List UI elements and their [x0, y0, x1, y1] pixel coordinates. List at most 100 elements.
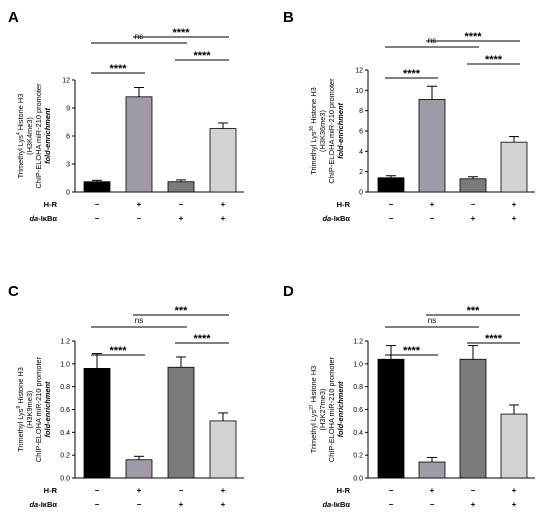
treatment-mark: + — [179, 214, 184, 223]
treatment-mark: + — [512, 200, 517, 209]
y-label-part: Trimethyl Lys — [309, 410, 318, 454]
treatment-mark: − — [95, 214, 100, 223]
y-label-superscript: 36 — [309, 126, 315, 132]
y-label-line: ChIP-ELOHA miR-210 promoter — [327, 356, 336, 462]
treatment-mark: − — [389, 200, 394, 209]
row-label-da-ikba: da-IκBα — [29, 214, 57, 223]
row-label-rest: -IκBα — [331, 500, 350, 509]
y-label-part: Histone H3 — [16, 367, 25, 406]
treatment-mark: + — [137, 486, 142, 495]
y-label-line: fold-enrichment — [43, 108, 52, 164]
y-tick-label: 0.4 — [60, 430, 70, 437]
y-label-line: fold-enrichment — [336, 103, 345, 159]
y-tick-label: 10 — [355, 88, 363, 95]
row-label-rest: -IκBα — [331, 214, 350, 223]
treatment-mark: − — [471, 486, 476, 495]
significance-label: **** — [403, 68, 421, 80]
treatment-mark: − — [430, 500, 435, 509]
y-tick-label: 6 — [359, 129, 363, 136]
y-label-line: (H3K9me3) — [25, 391, 34, 429]
significance-label: **** — [109, 63, 127, 75]
y-tick-label: 0.4 — [353, 430, 363, 437]
y-tick-label: 12 — [355, 68, 363, 75]
y-label-line: (H3K36me3) — [318, 110, 327, 152]
panel-c: C 0.0 0.2 0.4 0.6 0.8 1.0 1.2 Trimethyl Lys9 His… — [8, 283, 244, 509]
panel-letter: B — [283, 9, 294, 26]
treatment-mark: + — [221, 214, 226, 223]
y-tick-label: 0.2 — [353, 453, 363, 460]
panel-letter: D — [283, 283, 294, 300]
y-tick-label: 9 — [66, 106, 70, 113]
y-label-line: fold-enrichment — [43, 381, 52, 437]
significance-label: **** — [485, 333, 503, 345]
bar — [167, 366, 195, 479]
panel-letter: A — [8, 9, 19, 26]
bar — [209, 420, 237, 479]
y-label-part: Histone H3 — [309, 366, 318, 405]
bar — [167, 181, 195, 193]
y-tick-label: 1.2 — [353, 339, 363, 346]
treatment-mark: + — [430, 200, 435, 209]
significance-label: **** — [172, 27, 190, 39]
y-label-line: Trimethyl Lys4 Histone H3 — [16, 94, 25, 179]
y-tick-label: 4 — [359, 149, 363, 156]
row-label-rest: -IκBα — [38, 500, 57, 509]
treatment-mark: + — [221, 486, 226, 495]
row-label-prefix: da — [29, 214, 38, 223]
row-label-hr: H-R — [337, 200, 351, 209]
y-tick-label: 8 — [359, 108, 363, 115]
y-tick-label: 0.2 — [60, 453, 70, 460]
panel-letter: C — [8, 283, 19, 300]
y-axis-label: Trimethyl Lys27 Histone H3(H3K27me3) ChIP… — [309, 356, 345, 462]
treatment-mark: + — [179, 500, 184, 509]
treatment-mark: + — [221, 500, 226, 509]
y-axis-label: Trimethyl Lys4 Histone H3(H3K4me3) ChIP-E… — [16, 83, 52, 189]
y-tick-label: 1.0 — [60, 361, 70, 368]
treatment-mark: − — [95, 486, 100, 495]
treatment-mark: − — [471, 200, 476, 209]
y-tick-label: 0 — [66, 190, 70, 197]
treatment-mark: − — [137, 500, 142, 509]
row-label-hr: H-R — [44, 486, 58, 495]
treatment-mark: − — [95, 200, 100, 209]
treatment-mark: − — [430, 214, 435, 223]
y-tick-label: 1.0 — [353, 361, 363, 368]
y-tick-label: 0 — [359, 190, 363, 197]
treatment-mark: − — [179, 486, 184, 495]
significance-label: **** — [193, 50, 211, 62]
treatment-mark: − — [179, 200, 184, 209]
bar — [125, 459, 153, 479]
y-label-part: Histone H3 — [309, 87, 318, 126]
significance-label: *** — [467, 305, 481, 317]
row-label-hr: H-R — [44, 200, 58, 209]
treatment-mark: + — [221, 200, 226, 209]
bar — [377, 358, 405, 479]
y-label-line: Trimethyl Lys36 Histone H3 — [309, 87, 318, 175]
y-label-line: fold-enrichment — [336, 381, 345, 437]
bar — [209, 128, 237, 193]
treatment-mark: + — [471, 500, 476, 509]
y-tick-label: 0.0 — [60, 476, 70, 483]
treatment-mark: − — [389, 214, 394, 223]
y-label-superscript: 4 — [16, 132, 22, 135]
bar — [500, 141, 528, 193]
y-tick-label: 1.2 — [60, 339, 70, 346]
y-tick-label: 3 — [66, 162, 70, 169]
row-label-prefix: da — [29, 500, 38, 509]
y-tick-label: 2 — [359, 169, 363, 176]
row-label-hr: H-R — [337, 486, 351, 495]
y-tick-label: 0.6 — [353, 407, 363, 414]
row-label-prefix: da — [322, 500, 331, 509]
significance-label: ns — [135, 316, 143, 325]
row-label-da-ikba: da-IκBα — [322, 500, 350, 509]
row-label-da-ikba: da-IκBα — [29, 500, 57, 509]
y-label-line: Trimethyl Lys27 Histone H3 — [309, 366, 318, 454]
y-label-part: Histone H3 — [16, 94, 25, 133]
y-label-superscript: 27 — [309, 404, 315, 410]
y-label-part: Trimethyl Lys — [16, 408, 25, 452]
bar — [459, 358, 487, 479]
bar — [377, 177, 405, 193]
bar — [500, 413, 528, 479]
y-label-part: Trimethyl Lys — [16, 135, 25, 179]
